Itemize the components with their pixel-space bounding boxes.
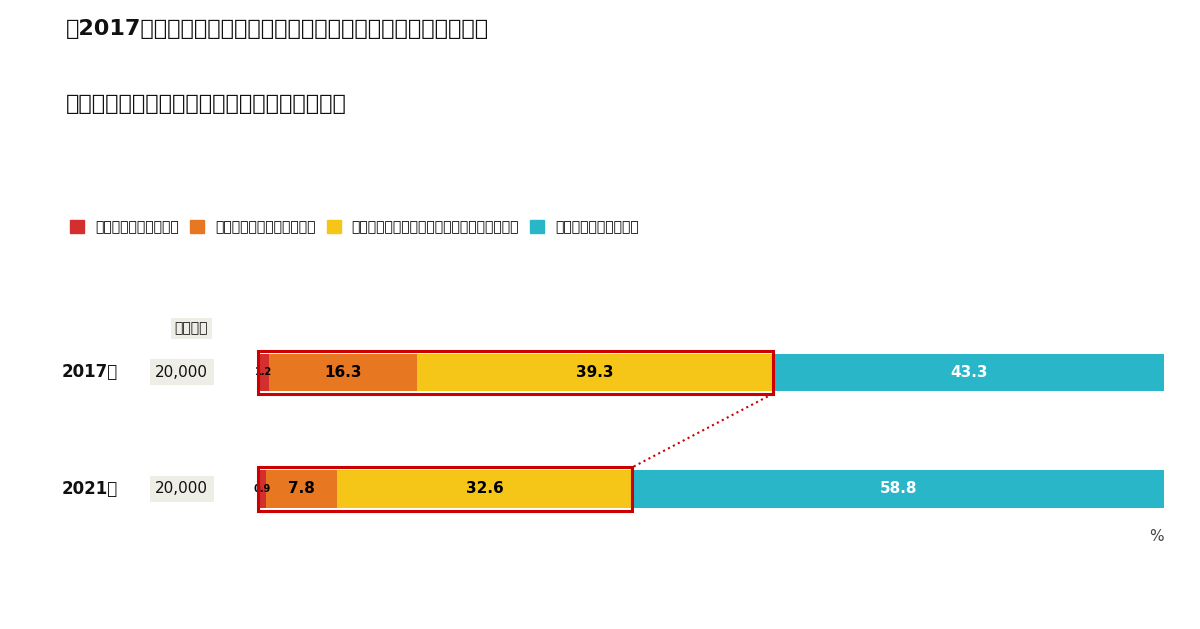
- Bar: [337, 470, 632, 508]
- Text: 2021年: 2021年: [61, 480, 118, 498]
- Legend: 積極的にすべきである, 必要に応じてすべきである, 他に手段がないと思った時のみすべきである, 決してすべきではない: 積極的にすべきである, 必要に応じてすべきである, 他に手段がないと思った時のみ…: [70, 220, 638, 235]
- Text: 20,000: 20,000: [155, 365, 208, 380]
- Text: 0.9: 0.9: [253, 484, 271, 494]
- Bar: [632, 470, 1165, 508]
- Text: 対してどのように考えますか。（単一回答）: 対してどのように考えますか。（単一回答）: [66, 94, 347, 114]
- Bar: [773, 353, 1165, 391]
- Text: 1.2: 1.2: [254, 367, 272, 377]
- Bar: [258, 351, 773, 394]
- Bar: [269, 353, 416, 391]
- Text: 回答者数: 回答者数: [175, 321, 208, 335]
- Text: %: %: [1150, 529, 1164, 543]
- Text: 16.3: 16.3: [324, 365, 361, 380]
- Text: 58.8: 58.8: [880, 481, 917, 496]
- Text: 、2017年との比較〕しつけのために、子どもに体罰をすることに: 、2017年との比較〕しつけのために、子どもに体罰をすることに: [66, 19, 490, 39]
- Text: 32.6: 32.6: [466, 481, 503, 496]
- Bar: [416, 353, 773, 391]
- Text: 7.8: 7.8: [288, 481, 314, 496]
- Bar: [258, 467, 632, 511]
- Bar: [258, 353, 269, 391]
- Text: 20,000: 20,000: [155, 481, 208, 496]
- Bar: [258, 470, 266, 508]
- Bar: [266, 470, 337, 508]
- Text: 43.3: 43.3: [950, 365, 988, 380]
- Text: 39.3: 39.3: [576, 365, 613, 380]
- Text: 2017年: 2017年: [61, 364, 118, 381]
